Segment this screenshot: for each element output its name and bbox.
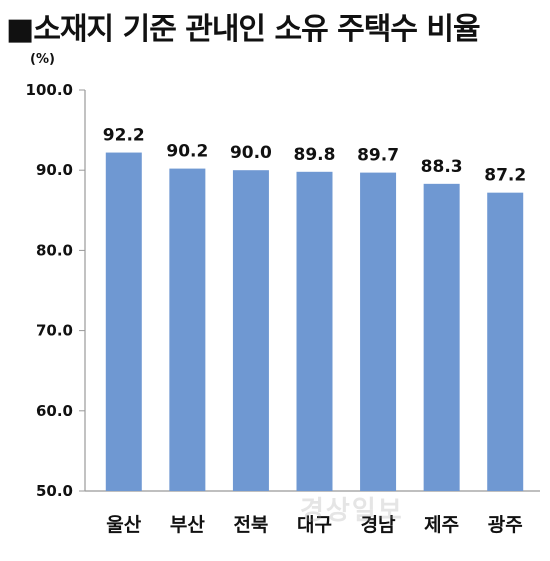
data-label: 90.2 <box>166 142 208 162</box>
category-label: 울산 <box>106 514 141 536</box>
data-label: 89.7 <box>357 146 399 166</box>
data-label: 90.0 <box>230 143 272 163</box>
data-label: 89.8 <box>294 145 336 165</box>
bars <box>105 152 524 492</box>
y-axis-unit: (%) <box>30 52 55 67</box>
bar <box>423 183 460 492</box>
bar <box>296 171 333 491</box>
data-labels: 92.2 90.2 90.0 89.8 89.7 88.3 87.2 <box>103 126 526 186</box>
category-label: 경남 <box>361 514 396 536</box>
bar <box>232 170 269 491</box>
data-label: 87.2 <box>484 166 526 186</box>
y-tick-label: 60.0 <box>36 402 73 420</box>
category-label: 광주 <box>488 514 523 536</box>
chart-title: ■소재지 기준 관내인 소유 주택수 비율 <box>6 12 481 47</box>
bar <box>105 152 142 491</box>
data-label: 88.3 <box>421 157 463 177</box>
y-tick-label: 50.0 <box>36 482 73 500</box>
y-tick-label: 80.0 <box>36 241 73 259</box>
y-tick-label: 90.0 <box>36 161 73 179</box>
category-label: 전북 <box>233 514 268 536</box>
watermark-logo: 경상일보 <box>300 496 404 526</box>
bar <box>169 168 206 491</box>
category-label: 부산 <box>170 514 205 536</box>
y-axis-ticks: 100.0 90.0 80.0 70.0 60.0 50.0 <box>26 81 85 500</box>
bar <box>487 192 524 491</box>
bar <box>360 172 397 491</box>
category-label: 대구 <box>297 514 332 536</box>
y-tick-label: 70.0 <box>36 322 73 340</box>
category-label: 제주 <box>424 514 459 536</box>
y-tick-label: 100.0 <box>26 81 73 99</box>
data-label: 92.2 <box>103 126 145 146</box>
category-labels: 울산 부산 전북 대구 경남 제주 광주 <box>106 514 522 536</box>
